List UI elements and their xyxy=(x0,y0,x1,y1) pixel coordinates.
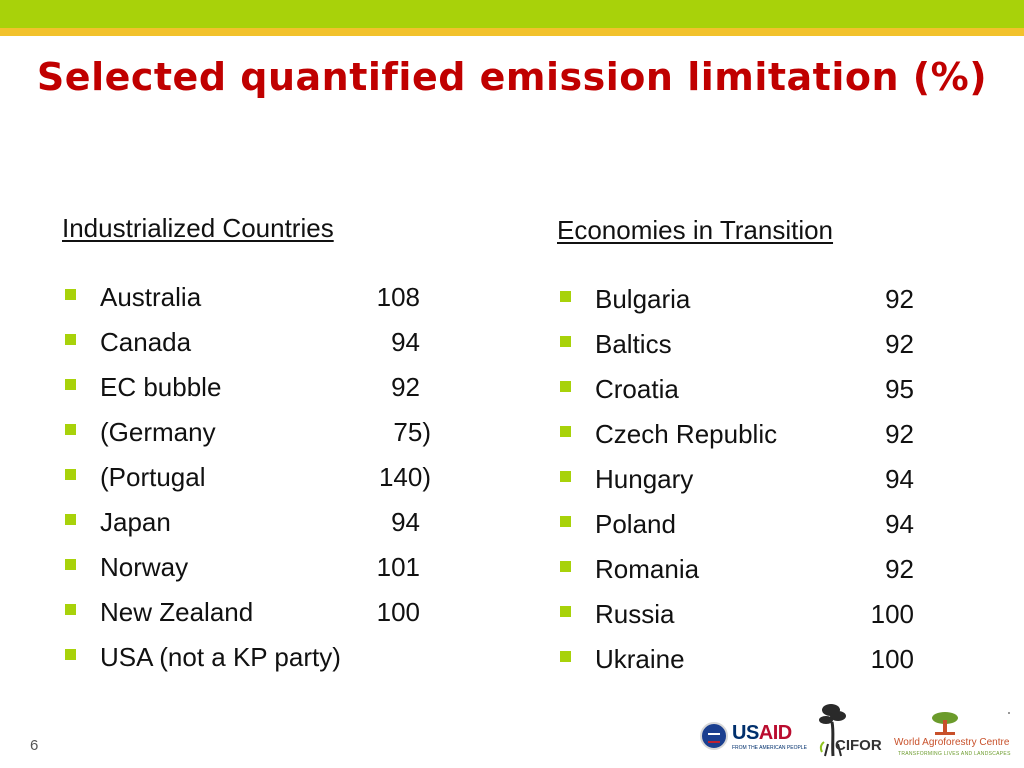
usaid-tagline: FROM THE AMERICAN PEOPLE xyxy=(732,745,807,751)
cifor-logo-text: CIFOR xyxy=(835,737,882,754)
bullet-square-icon xyxy=(560,606,571,617)
country-name: Hungary xyxy=(595,464,694,494)
country-value: 75) xyxy=(393,417,431,447)
country-name: Baltics xyxy=(595,329,672,359)
usaid-us-text: US xyxy=(732,722,759,744)
usaid-aid-text: AID xyxy=(758,722,792,744)
country-name: (Portugal xyxy=(100,462,206,492)
country-name: Romania xyxy=(595,554,700,584)
country-value: 140) xyxy=(378,462,431,492)
country-value: 100 xyxy=(870,599,914,629)
cifor-tree-icon xyxy=(819,704,846,757)
country-name: Ukraine xyxy=(595,644,685,674)
bullet-square-icon xyxy=(65,649,76,660)
bullet-square-icon xyxy=(560,381,571,392)
bullet-square-icon xyxy=(65,559,76,570)
top-green-band xyxy=(0,0,1024,28)
bullet-square-icon xyxy=(65,379,76,390)
bullet-square-icon xyxy=(65,469,76,480)
page-number: 6 xyxy=(30,737,39,754)
country-value: 94 xyxy=(391,327,420,357)
world-agroforestry-name: World Agroforestry Centre xyxy=(894,737,1010,748)
country-name: Canada xyxy=(100,327,192,357)
world-agroforestry-tagline: TRANSFORMING LIVES AND LANDSCAPES xyxy=(898,751,1011,757)
bullet-square-icon xyxy=(65,289,76,300)
world-agroforestry-tree-icon xyxy=(932,712,958,735)
country-value: 101 xyxy=(376,552,420,582)
bullet-square-icon xyxy=(65,514,76,525)
country-value: 92 xyxy=(391,372,420,402)
economies-in-transition-heading: Economies in Transition xyxy=(557,215,834,245)
country-name: Japan xyxy=(100,507,171,537)
bullet-square-icon xyxy=(560,426,571,437)
top-yellow-stripe xyxy=(0,28,1024,36)
bullet-square-icon xyxy=(65,424,76,435)
country-name: Czech Republic xyxy=(595,419,778,449)
country-value: 95 xyxy=(885,374,914,404)
slide-title: Selected quantified emission limitation … xyxy=(36,55,988,99)
country-value: 92 xyxy=(885,419,914,449)
country-value: 92 xyxy=(885,554,914,584)
industrialized-countries-heading: Industrialized Countries xyxy=(62,213,334,243)
bullet-square-icon xyxy=(560,291,571,302)
decorative-dot xyxy=(1008,712,1010,714)
country-name: (Germany xyxy=(100,417,216,447)
country-name: Croatia xyxy=(595,374,679,404)
bullet-square-icon xyxy=(560,336,571,347)
partner-logos: USAID FROM THE AMERICAN PEOPLE CIFOR Wor… xyxy=(698,696,1016,762)
country-value: 100 xyxy=(376,597,420,627)
country-name: Australia xyxy=(100,282,202,312)
country-name: New Zealand xyxy=(100,597,254,627)
country-value: 100 xyxy=(870,644,914,674)
country-value: 94 xyxy=(885,464,914,494)
country-name: EC bubble xyxy=(100,372,222,402)
country-name: USA (not a KP party) xyxy=(100,642,341,672)
country-name: Russia xyxy=(595,599,675,629)
usaid-logo: USAID xyxy=(732,723,792,743)
country-value: 108 xyxy=(376,282,420,312)
country-value: 94 xyxy=(885,509,914,539)
bullet-square-icon xyxy=(65,604,76,615)
usaid-seal-icon xyxy=(700,722,728,750)
bullet-square-icon xyxy=(560,471,571,482)
country-value: 92 xyxy=(885,284,914,314)
country-value: 94 xyxy=(391,507,420,537)
bullet-square-icon xyxy=(560,651,571,662)
bullet-square-icon xyxy=(560,516,571,527)
bullet-square-icon xyxy=(560,561,571,572)
bullet-square-icon xyxy=(65,334,76,345)
country-name: Norway xyxy=(100,552,189,582)
country-name: Bulgaria xyxy=(595,284,691,314)
country-value: 92 xyxy=(885,329,914,359)
country-name: Poland xyxy=(595,509,676,539)
